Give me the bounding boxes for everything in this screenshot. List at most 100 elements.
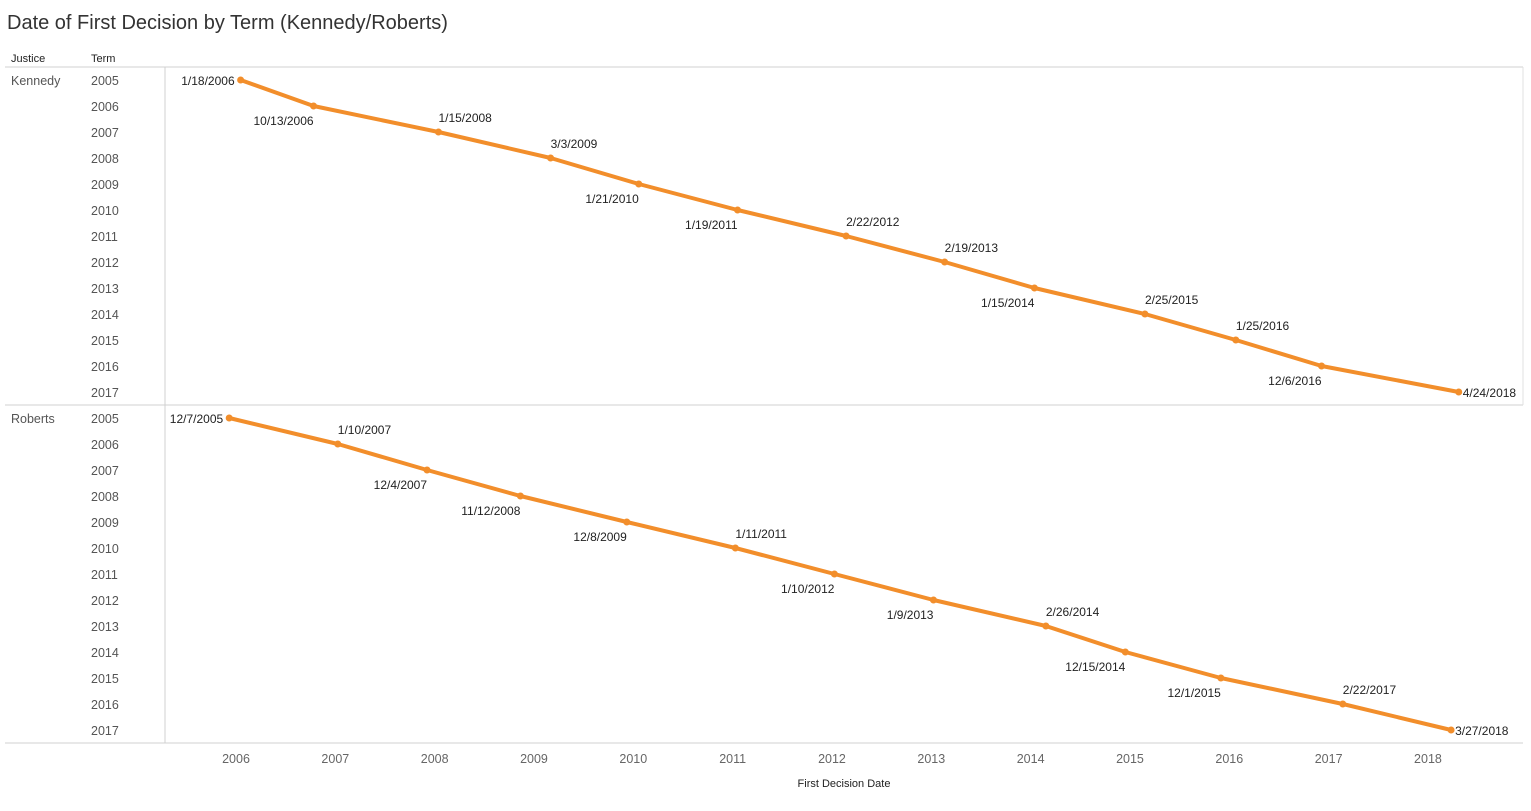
series-line-kennedy bbox=[239, 78, 1460, 394]
data-point bbox=[516, 492, 524, 500]
data-label: 12/7/2005 bbox=[170, 412, 224, 426]
term-label: 2012 bbox=[91, 256, 119, 270]
x-axis-title: First Decision Date bbox=[798, 778, 891, 790]
x-tick-label: 2018 bbox=[1414, 752, 1442, 766]
x-tick-label: 2012 bbox=[818, 752, 846, 766]
x-tick-label: 2006 bbox=[222, 752, 250, 766]
header-justice: Justice bbox=[11, 53, 45, 65]
data-point bbox=[310, 102, 318, 110]
term-label: 2015 bbox=[91, 334, 119, 348]
term-label: 2009 bbox=[91, 516, 119, 530]
term-label: 2016 bbox=[91, 360, 119, 374]
data-point bbox=[1217, 674, 1225, 682]
term-label: 2008 bbox=[91, 490, 119, 504]
data-point bbox=[941, 258, 949, 266]
data-label: 4/24/2018 bbox=[1463, 386, 1517, 400]
data-label: 12/1/2015 bbox=[1167, 686, 1221, 700]
term-label: 2017 bbox=[91, 386, 119, 400]
x-tick-label: 2017 bbox=[1315, 752, 1343, 766]
data-point bbox=[1318, 362, 1326, 370]
data-point bbox=[1141, 310, 1149, 318]
data-label: 2/19/2013 bbox=[945, 241, 999, 255]
data-point bbox=[842, 232, 850, 240]
series-line-roberts bbox=[228, 416, 1452, 732]
data-label: 2/22/2012 bbox=[846, 215, 900, 229]
data-label: 1/15/2008 bbox=[438, 111, 492, 125]
term-label: 2005 bbox=[91, 74, 119, 88]
data-label: 3/27/2018 bbox=[1455, 724, 1509, 738]
x-tick-label: 2016 bbox=[1215, 752, 1243, 766]
x-tick-label: 2013 bbox=[917, 752, 945, 766]
term-label: 2006 bbox=[91, 100, 119, 114]
x-tick-label: 2008 bbox=[421, 752, 449, 766]
data-point bbox=[547, 154, 555, 162]
term-label: 2009 bbox=[91, 178, 119, 192]
data-point bbox=[1455, 388, 1463, 396]
data-label: 1/18/2006 bbox=[181, 74, 235, 88]
data-label: 1/10/2012 bbox=[781, 582, 835, 596]
data-label: 11/12/2008 bbox=[461, 504, 520, 518]
data-point bbox=[1339, 700, 1347, 708]
data-point bbox=[434, 128, 442, 136]
data-point bbox=[1121, 648, 1129, 656]
term-label: 2014 bbox=[91, 308, 119, 322]
data-point bbox=[1232, 336, 1240, 344]
data-point bbox=[731, 544, 739, 552]
data-point bbox=[635, 180, 643, 188]
term-label: 2008 bbox=[91, 152, 119, 166]
header-term: Term bbox=[91, 53, 115, 65]
data-label: 12/4/2007 bbox=[374, 478, 428, 492]
term-label: 2017 bbox=[91, 724, 119, 738]
x-tick-label: 2014 bbox=[1017, 752, 1045, 766]
data-point bbox=[830, 570, 838, 578]
data-label: 1/11/2011 bbox=[735, 527, 787, 541]
term-label: 2016 bbox=[91, 698, 119, 712]
data-point bbox=[734, 206, 742, 214]
data-label: 2/26/2014 bbox=[1046, 605, 1100, 619]
term-label: 2011 bbox=[91, 568, 118, 582]
data-label: 1/15/2014 bbox=[981, 296, 1035, 310]
term-label: 2007 bbox=[91, 126, 119, 140]
x-tick-label: 2011 bbox=[719, 752, 746, 766]
x-tick-label: 2007 bbox=[321, 752, 349, 766]
data-point bbox=[423, 466, 431, 474]
data-point bbox=[623, 518, 631, 526]
justice-label-kennedy: Kennedy bbox=[11, 74, 61, 88]
term-label: 2015 bbox=[91, 672, 119, 686]
data-label: 1/9/2013 bbox=[887, 608, 934, 622]
data-label: 12/6/2016 bbox=[1268, 374, 1322, 388]
term-label: 2007 bbox=[91, 464, 119, 478]
data-point bbox=[225, 414, 233, 422]
x-tick-label: 2010 bbox=[619, 752, 647, 766]
data-label: 2/25/2015 bbox=[1145, 293, 1199, 307]
data-label: 1/19/2011 bbox=[685, 218, 738, 232]
data-label: 2/22/2017 bbox=[1343, 683, 1397, 697]
term-label: 2011 bbox=[91, 230, 118, 244]
data-point bbox=[334, 440, 342, 448]
data-label: 1/21/2010 bbox=[585, 192, 639, 206]
data-point bbox=[1042, 622, 1050, 630]
data-point bbox=[929, 596, 937, 604]
chart-title: Date of First Decision by Term (Kennedy/… bbox=[7, 12, 448, 34]
x-tick-label: 2015 bbox=[1116, 752, 1144, 766]
data-label: 1/25/2016 bbox=[1236, 319, 1290, 333]
term-label: 2006 bbox=[91, 438, 119, 452]
term-label: 2010 bbox=[91, 204, 119, 218]
data-point bbox=[1030, 284, 1038, 292]
term-label: 2005 bbox=[91, 412, 119, 426]
term-label: 2013 bbox=[91, 620, 119, 634]
term-label: 2010 bbox=[91, 542, 119, 556]
justice-label-roberts: Roberts bbox=[11, 412, 55, 426]
data-label: 1/10/2007 bbox=[338, 423, 392, 437]
term-label: 2014 bbox=[91, 646, 119, 660]
x-tick-label: 2009 bbox=[520, 752, 548, 766]
data-label: 3/3/2009 bbox=[551, 137, 598, 151]
data-label: 12/8/2009 bbox=[573, 530, 627, 544]
data-point bbox=[1447, 726, 1455, 734]
term-label: 2012 bbox=[91, 594, 119, 608]
data-point bbox=[237, 76, 245, 84]
data-label: 12/15/2014 bbox=[1065, 660, 1125, 674]
data-label: 10/13/2006 bbox=[253, 114, 313, 128]
term-label: 2013 bbox=[91, 282, 119, 296]
